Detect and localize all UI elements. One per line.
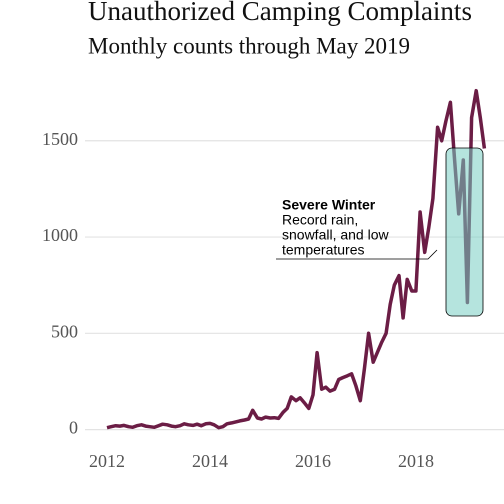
- annotation-text: Record rain,: [282, 212, 358, 228]
- annotation-text: snowfall, and low: [282, 227, 390, 243]
- y-tick-label: 1500: [42, 129, 78, 149]
- x-tick-label: 2014: [192, 451, 228, 471]
- y-tick-label: 0: [69, 418, 78, 438]
- x-tick-label: 2018: [398, 451, 434, 471]
- highlight-box: [445, 147, 484, 317]
- chart-title: Unauthorized Camping Complaints: [88, 0, 472, 26]
- chart-subtitle: Monthly counts through May 2019: [88, 33, 410, 58]
- y-tick-label: 500: [51, 321, 78, 341]
- annotation-text: temperatures: [282, 242, 364, 258]
- x-tick-label: 2012: [89, 451, 125, 471]
- x-tick-label: 2016: [295, 451, 331, 471]
- annotation-title: Severe Winter: [282, 197, 376, 213]
- annotation-connector: [276, 249, 438, 260]
- y-tick-label: 1000: [42, 225, 78, 245]
- data-line: [106, 88, 487, 430]
